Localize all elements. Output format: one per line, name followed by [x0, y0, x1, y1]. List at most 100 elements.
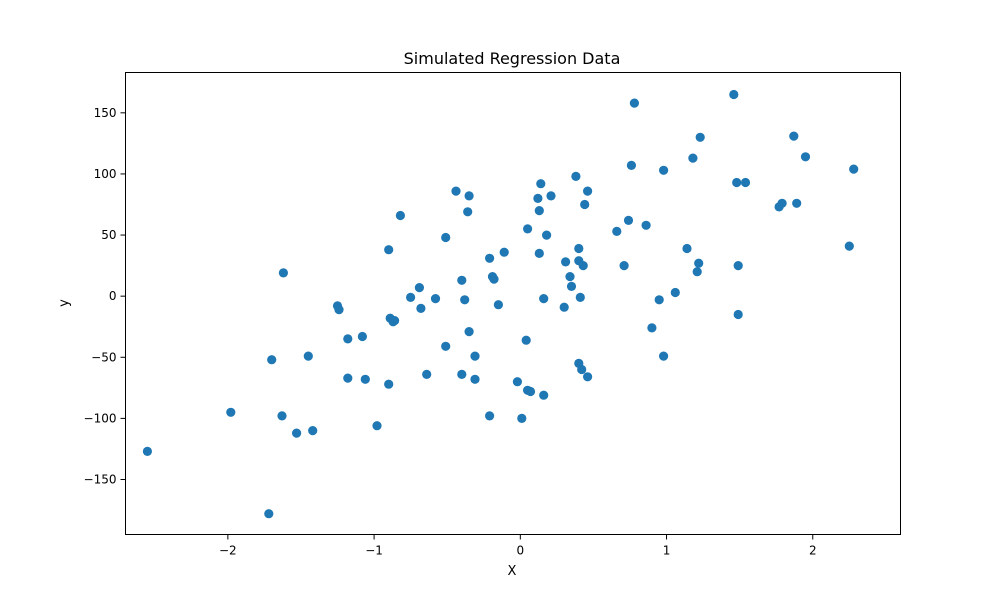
data-point	[533, 193, 543, 203]
data-point	[384, 245, 394, 255]
data-point	[626, 160, 637, 170]
data-point	[539, 390, 549, 400]
data-point	[463, 207, 473, 217]
data-point	[580, 199, 590, 210]
data-point	[536, 179, 546, 189]
data-point	[571, 171, 581, 181]
y-axis-ticks: −150 −100 −50 0 50 100 150	[84, 106, 126, 487]
data-point	[416, 303, 426, 313]
y-tick-label: 100	[94, 167, 117, 181]
y-tick-label: 150	[94, 106, 117, 120]
data-point	[574, 243, 584, 254]
data-point	[647, 323, 657, 333]
plot-frame	[125, 72, 901, 535]
data-point	[441, 341, 451, 351]
data-point	[733, 309, 743, 320]
data-point	[688, 153, 698, 163]
data-point	[525, 386, 536, 397]
data-point	[357, 331, 367, 342]
y-axis-label: y	[57, 299, 72, 307]
data-point	[277, 411, 287, 421]
data-point	[226, 407, 236, 417]
x-axis-label: X	[508, 564, 517, 579]
data-point	[384, 379, 394, 389]
x-tick-label: 1	[663, 544, 671, 558]
data-point	[441, 232, 451, 243]
points-layer	[142, 89, 859, 519]
data-point	[542, 230, 552, 240]
data-point	[732, 177, 742, 188]
data-point	[264, 509, 274, 519]
data-point	[464, 327, 474, 337]
data-point	[334, 305, 344, 315]
data-point	[575, 292, 585, 302]
data-point	[485, 411, 495, 421]
data-point	[464, 191, 474, 201]
y-tick-label: 0	[109, 289, 117, 303]
data-point	[623, 215, 634, 225]
data-point	[849, 164, 859, 174]
data-point	[559, 302, 569, 312]
data-point	[493, 300, 503, 310]
data-point	[566, 281, 577, 291]
data-point	[422, 369, 432, 379]
data-point	[390, 316, 400, 326]
y-tick-label: −100	[84, 411, 117, 425]
data-point	[682, 243, 692, 254]
data-point	[499, 247, 509, 257]
data-point	[521, 335, 531, 345]
data-point	[534, 248, 544, 258]
data-point	[343, 373, 353, 383]
data-point	[457, 275, 467, 285]
data-point	[777, 198, 787, 208]
data-point	[641, 220, 651, 230]
data-point	[292, 428, 302, 438]
data-point	[729, 89, 739, 100]
data-point	[629, 98, 640, 108]
chart-title: Simulated Regression Data	[404, 49, 621, 68]
data-point	[577, 364, 587, 375]
data-point	[546, 191, 556, 201]
data-point	[534, 206, 544, 216]
x-axis-ticks: −2 −1 0 1 2	[219, 534, 817, 558]
data-point	[789, 131, 799, 141]
data-point	[406, 292, 416, 302]
data-point	[360, 374, 370, 384]
data-point	[372, 421, 382, 431]
data-point	[695, 132, 705, 142]
data-point	[561, 257, 571, 267]
data-point	[470, 351, 480, 361]
data-point	[142, 446, 152, 456]
data-point	[612, 226, 622, 236]
y-tick-label: −50	[91, 350, 116, 364]
data-point	[619, 261, 629, 271]
data-point	[578, 261, 588, 271]
y-tick-label: −150	[84, 473, 117, 487]
data-point	[308, 426, 318, 436]
data-point	[517, 413, 527, 423]
data-point	[670, 287, 680, 298]
data-point	[512, 377, 523, 387]
data-point	[583, 372, 593, 382]
x-tick-label: −2	[219, 544, 237, 558]
data-point	[303, 351, 313, 361]
data-point	[740, 177, 751, 188]
data-point	[414, 283, 424, 293]
data-point	[659, 351, 669, 361]
data-point	[460, 295, 470, 305]
data-point	[485, 253, 495, 263]
y-tick-label: 50	[101, 228, 116, 242]
data-point	[523, 224, 533, 234]
data-point	[430, 294, 441, 304]
x-tick-label: 2	[809, 544, 817, 558]
data-point	[733, 261, 743, 271]
data-point	[451, 186, 461, 196]
data-point	[395, 210, 405, 221]
data-point	[800, 152, 811, 162]
data-point	[278, 268, 288, 278]
data-point	[654, 295, 664, 305]
data-point	[457, 369, 467, 379]
data-point	[583, 186, 593, 196]
